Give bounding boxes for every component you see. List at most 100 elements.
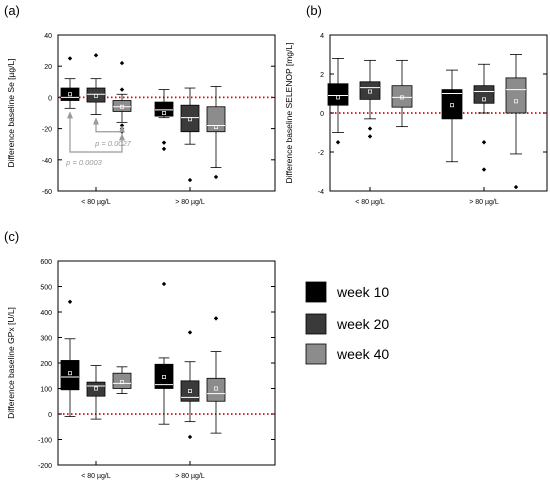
y-tick-label: -4 <box>318 189 324 196</box>
y-tick-label: -2 <box>318 150 324 157</box>
box-mean <box>68 371 72 376</box>
legend: week 10 week 20 week 40 <box>305 281 389 365</box>
outlier-point <box>367 134 373 139</box>
legend-swatch <box>305 343 327 365</box>
legend-item: week 40 <box>305 343 389 365</box>
box-mean <box>188 389 192 394</box>
box-iqr <box>180 380 200 402</box>
box-iqr <box>391 85 413 108</box>
annotation-arrowhead <box>119 125 125 133</box>
plot-frame <box>57 260 276 466</box>
y-tick-label: 4 <box>320 33 324 40</box>
y-axis-label: Difference baseline GPx [U/L] <box>6 307 16 419</box>
outlier-point <box>513 184 519 190</box>
box-mean <box>368 89 372 94</box>
box-mean <box>162 375 166 379</box>
box-1 <box>60 56 80 109</box>
box-3 <box>112 60 132 134</box>
outlier-point <box>119 87 125 92</box>
box-iqr <box>206 106 226 133</box>
y-tick-label: 0 <box>48 95 52 102</box>
panel-label: (a) <box>4 3 20 18</box>
box-mean <box>336 95 340 100</box>
annotation-arrowhead <box>93 117 99 125</box>
y-tick-label: 0 <box>320 111 324 118</box>
y-tick-label: 20 <box>44 64 52 71</box>
y-tick-label: 0 <box>48 412 52 419</box>
box-2 <box>86 365 106 420</box>
x-tick-label: > 80 µg/L <box>175 473 205 480</box>
box-mean <box>94 93 98 98</box>
annotation-bracket <box>69 112 123 153</box>
box-mean <box>214 125 218 129</box>
legend-label: week 10 <box>336 284 389 300</box>
box-5 <box>180 330 200 440</box>
box-mean <box>120 380 124 385</box>
box-iqr <box>60 87 80 101</box>
outlier-point <box>187 177 193 183</box>
x-tick-label: < 80 µg/L <box>355 199 385 206</box>
y-axis-label: Difference baseline SELENOP [mg/L] <box>284 43 294 184</box>
box-mean <box>188 117 192 122</box>
plot-frame <box>57 34 276 192</box>
y-tick-label: -200 <box>38 463 52 470</box>
chart-panel-3: (c) -200 -100 0 100 200 300 400 500 600 Difference… <box>4 229 276 480</box>
y-tick-label: 100 <box>40 387 52 394</box>
y-tick-label: 400 <box>40 310 52 317</box>
y-tick-label: 300 <box>40 336 52 343</box>
box-iqr <box>441 89 463 120</box>
x-tick-label: < 80 µg/L <box>81 473 111 480</box>
box-mean <box>94 386 98 391</box>
chart-panel-2: (b) -4 -2 0 2 4 Difference baseline SELENOP [m… <box>284 3 548 206</box>
box-iqr <box>505 77 527 114</box>
box-iqr <box>154 101 174 117</box>
legend-label: week 20 <box>336 316 389 332</box>
box-3 <box>112 366 132 395</box>
outlier-point <box>67 299 73 304</box>
significance-annotation: p = 0.0027 <box>93 117 132 148</box>
box-1 <box>327 58 349 145</box>
box-5 <box>473 63 495 172</box>
x-tick-label: > 80 µg/L <box>175 199 205 206</box>
box-iqr <box>180 104 200 133</box>
outlier-point <box>93 53 99 58</box>
box-iqr <box>154 363 174 389</box>
y-tick-label: -100 <box>38 438 52 445</box>
box-mean <box>514 99 518 104</box>
box-iqr <box>86 87 106 103</box>
box-2 <box>359 59 381 139</box>
box-mean <box>68 92 72 97</box>
box-iqr <box>473 85 495 104</box>
annotation-text: p = 0.0003 <box>65 158 102 167</box>
box-iqr <box>327 83 349 106</box>
chart-panel-1: (a) -60 -40 -20 0 20 40 Difference baseline Se … <box>4 3 276 206</box>
legend-item: week 20 <box>305 313 389 335</box>
outlier-point <box>213 174 219 180</box>
outlier-point <box>335 140 341 145</box>
box-iqr <box>359 81 381 100</box>
box-mean <box>214 386 218 391</box>
box-6 <box>206 316 226 434</box>
annotation-text: p = 0.0027 <box>94 139 131 148</box>
y-tick-label: -20 <box>42 127 52 134</box>
annotation-bracket <box>95 118 123 133</box>
outlier-point <box>67 56 73 61</box>
box-6 <box>505 54 527 190</box>
outlier-point <box>481 140 487 145</box>
y-tick-label: 600 <box>40 259 52 266</box>
box-iqr <box>86 381 106 397</box>
y-tick-label: 40 <box>44 33 52 40</box>
legend-swatch <box>305 281 327 303</box>
legend-item: week 10 <box>305 281 389 303</box>
x-tick-label: > 80 µg/L <box>469 199 499 206</box>
box-1 <box>60 299 80 417</box>
annotation-arrowhead <box>67 111 73 119</box>
outlier-point <box>161 146 167 152</box>
box-4 <box>154 89 174 152</box>
y-axis-label: Difference baseline Se [µg/L] <box>6 58 16 167</box>
outlier-point <box>481 167 487 172</box>
box-2 <box>86 53 106 115</box>
outlier-point <box>187 330 193 335</box>
outlier-point <box>161 281 167 287</box>
